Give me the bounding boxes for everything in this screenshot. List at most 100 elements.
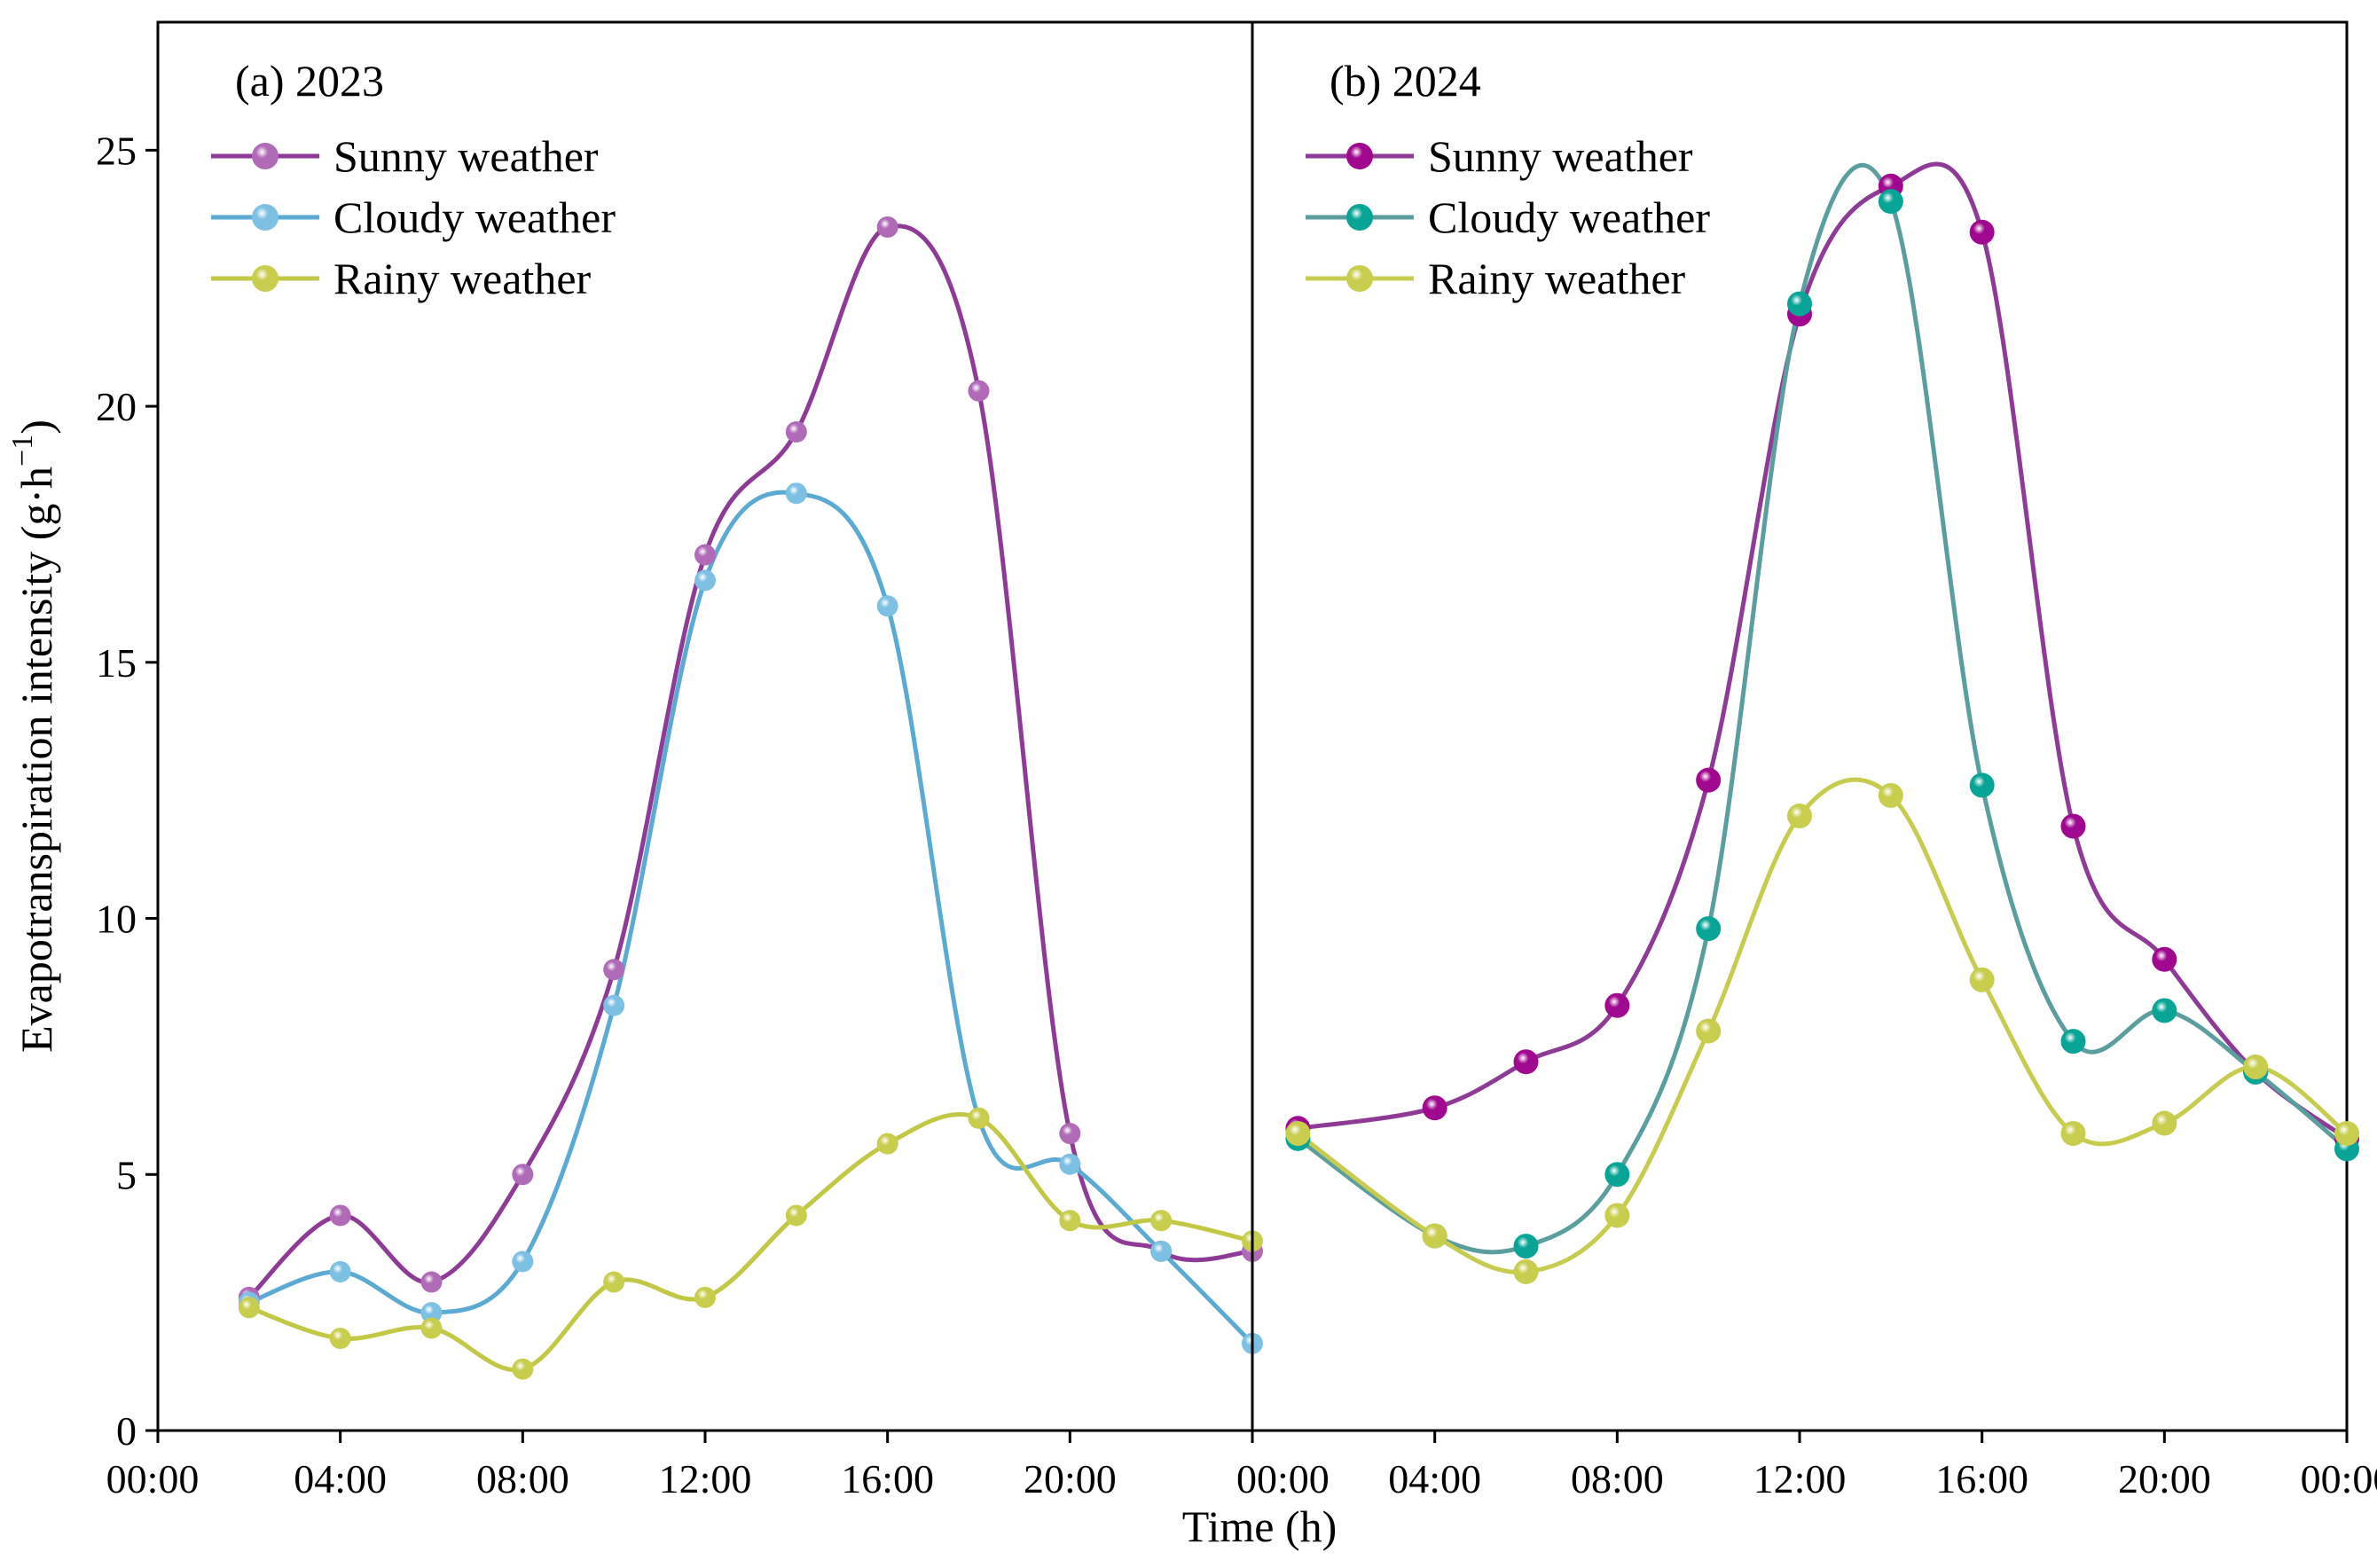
y-tick-label: 0 (116, 1408, 137, 1454)
legend-entry-label: Rainy weather (1428, 254, 1686, 303)
y-tick-label: 25 (96, 128, 137, 173)
data-point-sunny-weather (1696, 767, 1722, 793)
x-tick-label: 04:00 (294, 1456, 387, 1501)
data-point-rainy-weather (2243, 1054, 2269, 1080)
series-line-cloudy-weather (1295, 162, 2347, 1255)
legend-marker (252, 204, 278, 231)
data-point-cloudy-weather (1604, 1162, 1630, 1188)
data-point-rainy-weather (968, 1107, 990, 1129)
data-point-cloudy-weather (329, 1260, 351, 1282)
plot-root: 00:00 04:00 08:00 12:00 16:00 20:00 00:0005101… (96, 20, 2377, 1501)
y-axis-title-superscript: −1 (6, 435, 39, 466)
data-point-cloudy-weather (1969, 772, 1995, 798)
data-point-rainy-weather (420, 1317, 443, 1339)
data-point-sunny-weather (420, 1271, 443, 1293)
data-point-rainy-weather (603, 1271, 625, 1293)
x-tick-label: 04:00 (1388, 1456, 1481, 1501)
data-point-rainy-weather (1422, 1223, 1447, 1249)
series-line-cloudy-weather (247, 490, 1252, 1346)
panel-title: (b) 2024 (1330, 56, 1481, 106)
series-line-sunny-weather (1295, 161, 2347, 1141)
data-point-rainy-weather (2060, 1121, 2086, 1147)
data-point-cloudy-weather (420, 1302, 443, 1324)
data-point-sunny-weather (876, 216, 898, 238)
legend-marker (252, 143, 278, 169)
legend-entry-label: Cloudy weather (333, 192, 616, 242)
x-tick-label: 00:00 (2301, 1456, 2377, 1501)
legend-marker (1346, 265, 1373, 292)
panel-a-2023: 00:00 04:00 08:00 12:00 16:00 20:00 00:0005101… (96, 20, 1330, 1501)
data-point-rainy-weather (1150, 1210, 1173, 1232)
data-point-cloudy-weather (1059, 1153, 1081, 1175)
data-point-cloudy-weather (512, 1250, 534, 1273)
x-tick-label: 12:00 (1753, 1456, 1847, 1501)
data-point-sunny-weather (329, 1204, 351, 1227)
data-point-cloudy-weather (1150, 1240, 1173, 1262)
data-point-rainy-weather (512, 1358, 534, 1380)
data-point-cloudy-weather (603, 994, 625, 1016)
data-point-sunny-weather (1969, 219, 1995, 245)
data-point-rainy-weather (1878, 782, 1903, 808)
data-point-sunny-weather (1422, 1095, 1447, 1121)
data-point-cloudy-weather (1513, 1234, 1539, 1259)
x-tick-label: 08:00 (1571, 1456, 1664, 1501)
data-point-rainy-weather (1285, 1121, 1311, 1147)
panel-frame (1251, 20, 2349, 1432)
y-axis-title-close: ) (12, 419, 61, 435)
x-axis-title: Time (h) (1182, 1501, 1338, 1551)
panel-frame (156, 20, 1254, 1432)
legend-entry-label: Sunny weather (1428, 131, 1693, 181)
legend-entry-label: Cloudy weather (1428, 192, 1710, 242)
data-point-sunny-weather (2060, 813, 2086, 839)
data-point-cloudy-weather (1787, 291, 1812, 317)
series-line-sunny-weather (247, 223, 1252, 1300)
data-point-cloudy-weather (2060, 1029, 2086, 1054)
panel-data (1295, 161, 2347, 1274)
y-axis-title: Evapotranspiration intensity (g·h−1) (6, 419, 61, 1053)
x-tick-label: 20:00 (1024, 1456, 1117, 1501)
panel-title: (a) 2023 (235, 56, 384, 106)
data-point-rainy-weather (876, 1133, 898, 1155)
data-point-rainy-weather (329, 1328, 351, 1350)
data-point-rainy-weather (785, 1204, 807, 1227)
data-point-rainy-weather (1059, 1210, 1081, 1232)
legend-marker (1346, 143, 1373, 169)
data-point-cloudy-weather (1878, 189, 1903, 215)
data-point-cloudy-weather (785, 482, 807, 505)
legend-marker (252, 265, 278, 292)
data-point-sunny-weather (603, 959, 625, 981)
y-tick-label: 10 (96, 897, 137, 942)
x-tick-label: 20:00 (2118, 1456, 2211, 1501)
x-tick-label: 16:00 (841, 1456, 934, 1501)
data-point-sunny-weather (1059, 1123, 1081, 1145)
data-point-sunny-weather (512, 1164, 534, 1186)
data-point-cloudy-weather (876, 595, 898, 617)
series-line-rainy-weather (247, 1112, 1252, 1373)
data-point-sunny-weather (1604, 992, 1630, 1018)
data-point-rainy-weather (238, 1297, 260, 1319)
x-tick-label: 16:00 (1935, 1456, 2028, 1501)
y-tick-label: 15 (96, 640, 137, 686)
data-point-sunny-weather (694, 544, 716, 566)
data-point-sunny-weather (1513, 1049, 1539, 1075)
data-point-rainy-weather (1604, 1203, 1630, 1228)
y-tick-label: 20 (96, 384, 137, 429)
data-point-sunny-weather (968, 380, 990, 402)
x-tick-label: 12:00 (659, 1456, 752, 1501)
data-point-rainy-weather (1513, 1258, 1539, 1284)
data-point-rainy-weather (694, 1286, 716, 1308)
x-tick-label: 00:00 (106, 1456, 200, 1501)
data-point-cloudy-weather (694, 569, 716, 592)
legend-entry-label: Rainy weather (333, 254, 592, 303)
x-tick-label: 00:00 (1236, 1456, 1330, 1501)
data-point-rainy-weather (1787, 804, 1812, 829)
data-point-cloudy-weather (1696, 916, 1722, 942)
panel-b-2024: 04:00 08:00 12:00 16:00 20:00 00:00 (b) 2024 Su… (1251, 20, 2377, 1501)
legend-entry-label: Sunny weather (333, 131, 599, 181)
data-point-cloudy-weather (2152, 998, 2177, 1023)
y-tick-label: 5 (116, 1152, 137, 1197)
data-point-sunny-weather (785, 420, 807, 443)
x-tick-label: 08:00 (476, 1456, 569, 1501)
series-line-rainy-weather (1295, 777, 2347, 1274)
